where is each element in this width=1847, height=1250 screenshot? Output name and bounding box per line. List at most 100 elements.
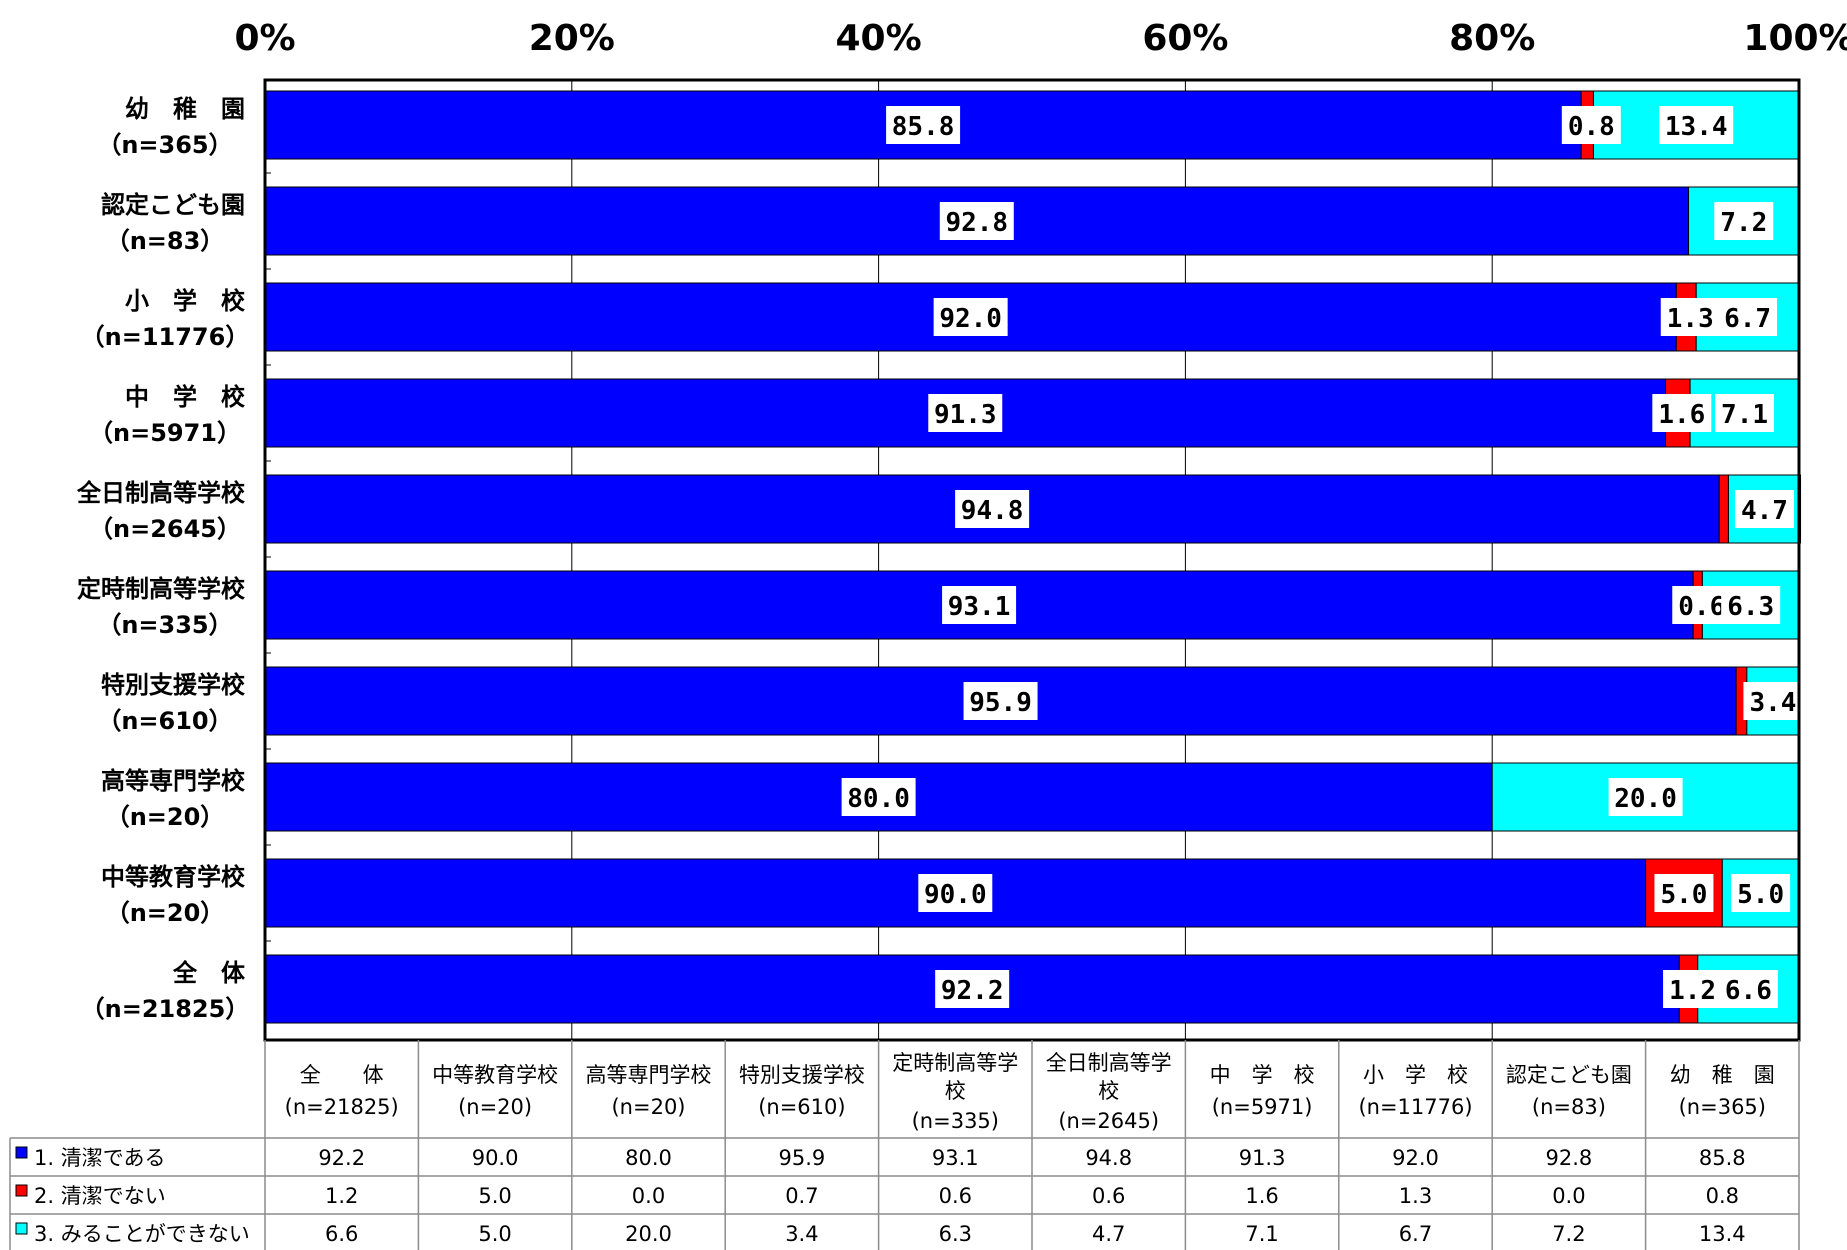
data-label: 0.6 bbox=[1678, 592, 1725, 622]
data-label: 94.8 bbox=[961, 496, 1024, 526]
legend-swatch bbox=[15, 1146, 28, 1159]
data-label: 85.8 bbox=[892, 112, 955, 142]
table-cell: 94.8 bbox=[1085, 1146, 1132, 1170]
table-cell: 1.2 bbox=[325, 1184, 358, 1208]
category-n-label: （n=11776） bbox=[81, 323, 250, 351]
table-column-n: (n=20) bbox=[458, 1095, 532, 1119]
table-cell: 0.7 bbox=[785, 1184, 818, 1208]
category-label: 中等教育学校 bbox=[101, 863, 246, 891]
table-column-n: (n=83) bbox=[1532, 1095, 1606, 1119]
table-cell: 4.7 bbox=[1092, 1222, 1125, 1246]
table-cell: 80.0 bbox=[625, 1146, 672, 1170]
table-row-label: 3. みることができない bbox=[34, 1222, 250, 1246]
data-label: 6.7 bbox=[1724, 304, 1771, 334]
table-cell: 0.0 bbox=[632, 1184, 665, 1208]
category-n-label: （n=83） bbox=[106, 227, 225, 255]
table-cell: 0.8 bbox=[1706, 1184, 1739, 1208]
data-label: 91.3 bbox=[934, 400, 997, 430]
category-label: 全日制高等学校 bbox=[76, 479, 246, 507]
x-tick-label: 60% bbox=[1142, 18, 1228, 59]
table-column-label: 定時制高等学 bbox=[892, 1051, 1018, 1075]
table-cell: 90.0 bbox=[472, 1146, 519, 1170]
category-label: 全 体 bbox=[172, 959, 246, 987]
category-n-label: （n=21825） bbox=[81, 995, 250, 1023]
table-column-label-line2: 校 bbox=[945, 1079, 966, 1103]
table-cell: 92.2 bbox=[318, 1146, 365, 1170]
data-label-bg bbox=[1715, 394, 1775, 432]
data-label: 7.1 bbox=[1721, 400, 1768, 430]
table-column-n: (n=335) bbox=[912, 1109, 999, 1133]
table-cell: 92.8 bbox=[1546, 1146, 1593, 1170]
table-column-n: (n=365) bbox=[1679, 1095, 1766, 1119]
category-label: 小 学 校 bbox=[125, 287, 246, 315]
table-column-label: 幼 稚 園 bbox=[1670, 1063, 1775, 1087]
data-label: 90.0 bbox=[924, 880, 987, 910]
data-label-bg bbox=[942, 586, 1017, 624]
data-label-bg bbox=[1718, 298, 1778, 336]
table-cell: 92.0 bbox=[1392, 1146, 1439, 1170]
table-row-label: 1. 清潔である bbox=[34, 1146, 166, 1170]
data-label-bg bbox=[841, 778, 916, 816]
table-column-label: 高等専門学校 bbox=[586, 1063, 712, 1087]
table-cell: 0.6 bbox=[939, 1184, 972, 1208]
table-cell: 6.3 bbox=[939, 1222, 972, 1246]
data-label: 1.2 bbox=[1669, 976, 1716, 1006]
legend-swatch bbox=[15, 1222, 28, 1235]
table-cell: 7.1 bbox=[1245, 1222, 1278, 1246]
table-column-n: (n=11776) bbox=[1358, 1095, 1472, 1119]
data-label-bg bbox=[928, 394, 1003, 432]
category-label: 認定こども園 bbox=[101, 191, 245, 219]
category-label: 幼 稚 園 bbox=[125, 95, 245, 123]
data-label: 5.0 bbox=[1737, 880, 1784, 910]
data-label: 95.9 bbox=[969, 688, 1032, 718]
table-column-n: (n=20) bbox=[611, 1095, 685, 1119]
data-label: 92.0 bbox=[939, 304, 1002, 334]
category-n-label: （n=5971） bbox=[89, 419, 241, 447]
table-cell: 3.4 bbox=[785, 1222, 818, 1246]
table-column-label: 中 学 校 bbox=[1210, 1063, 1315, 1087]
data-label-bg bbox=[1731, 874, 1791, 912]
category-n-label: （n=365） bbox=[97, 131, 232, 159]
table-column-label: 特別支援学校 bbox=[739, 1063, 865, 1087]
data-label: 1.3 bbox=[1667, 304, 1714, 334]
table-cell: 93.1 bbox=[932, 1146, 979, 1170]
data-label-bg bbox=[1743, 682, 1803, 720]
data-label-bg bbox=[918, 874, 993, 912]
category-label: 特別支援学校 bbox=[101, 671, 246, 699]
table-cell: 13.4 bbox=[1699, 1222, 1746, 1246]
data-label: 3.4 bbox=[1749, 688, 1796, 718]
data-label: 80.0 bbox=[847, 784, 910, 814]
data-label-bg bbox=[1659, 106, 1734, 144]
table-cell: 5.0 bbox=[478, 1222, 511, 1246]
data-label-bg bbox=[1714, 202, 1774, 240]
data-label: 1.6 bbox=[1658, 400, 1705, 430]
table-cell: 95.9 bbox=[779, 1146, 826, 1170]
table-column-label-line2: 校 bbox=[1098, 1079, 1119, 1103]
data-label: 92.8 bbox=[945, 208, 1008, 238]
table-column-label: 全日制高等学 bbox=[1046, 1051, 1172, 1075]
table-column-n: (n=5971) bbox=[1212, 1095, 1313, 1119]
table-column-label: 中等教育学校 bbox=[432, 1063, 558, 1087]
category-n-label: （n=20） bbox=[106, 803, 225, 831]
x-tick-label: 20% bbox=[529, 18, 615, 59]
x-tick-label: 0% bbox=[234, 18, 295, 59]
category-n-label: （n=610） bbox=[97, 707, 232, 735]
table-cell: 1.3 bbox=[1399, 1184, 1432, 1208]
x-tick-label: 100% bbox=[1743, 18, 1847, 59]
data-label-bg bbox=[939, 202, 1014, 240]
data-label-bg bbox=[935, 970, 1010, 1008]
table-cell: 0.6 bbox=[1092, 1184, 1125, 1208]
data-label: 93.1 bbox=[948, 592, 1011, 622]
category-label: 高等専門学校 bbox=[101, 767, 246, 795]
table-column-label: 小 学 校 bbox=[1363, 1063, 1468, 1087]
data-label-bg bbox=[1660, 298, 1720, 336]
bar-segment bbox=[1718, 474, 1729, 544]
data-label-bg bbox=[955, 490, 1030, 528]
data-label: 20.0 bbox=[1614, 784, 1677, 814]
data-label: 4.7 bbox=[1741, 496, 1788, 526]
table-cell: 7.2 bbox=[1552, 1222, 1585, 1246]
x-tick-label: 80% bbox=[1449, 18, 1535, 59]
category-n-label: （n=2645） bbox=[89, 515, 241, 543]
table-column-n: (n=21825) bbox=[285, 1095, 399, 1119]
table-cell: 91.3 bbox=[1239, 1146, 1286, 1170]
